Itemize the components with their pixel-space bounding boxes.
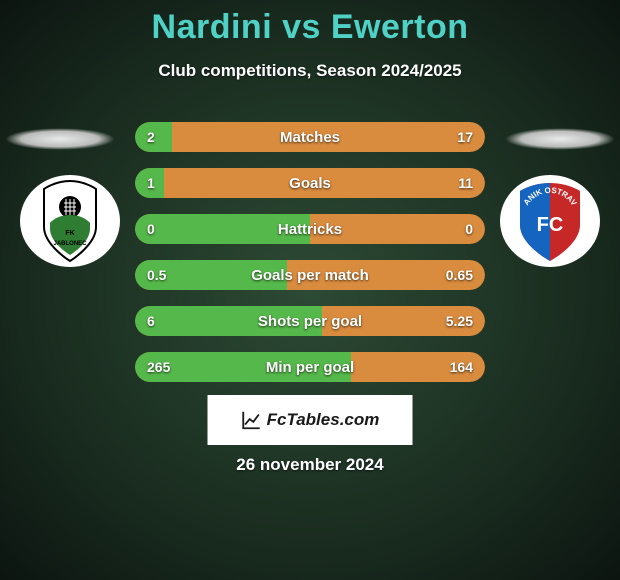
stat-row: 65.25Shots per goal xyxy=(135,306,485,336)
stat-row: 00Hattricks xyxy=(135,214,485,244)
team-crest-right: BANIK OSTRAVA FC xyxy=(500,175,600,267)
stat-label: Matches xyxy=(135,122,485,152)
stat-row: 0.50.65Goals per match xyxy=(135,260,485,290)
stat-label: Shots per goal xyxy=(135,306,485,336)
stat-row: 217Matches xyxy=(135,122,485,152)
subtitle: Club competitions, Season 2024/2025 xyxy=(0,61,620,81)
crest-shadow-right xyxy=(505,128,615,150)
banik-crest-svg: BANIK OSTRAVA FC xyxy=(500,175,600,267)
stat-row: 111Goals xyxy=(135,168,485,198)
stats-bars: 217Matches 111Goals 00Hattricks 0.50.65Goal… xyxy=(135,122,485,398)
date-label: 26 november 2024 xyxy=(0,455,620,475)
branding-text: FcTables.com xyxy=(267,410,380,430)
jablonec-crest-svg: FK JABLONEC xyxy=(20,175,120,267)
stat-label: Hattricks xyxy=(135,214,485,244)
stat-row: 265164Min per goal xyxy=(135,352,485,382)
stat-label: Min per goal xyxy=(135,352,485,382)
stat-label: Goals per match xyxy=(135,260,485,290)
svg-text:FC: FC xyxy=(537,214,564,236)
page-title: Nardini vs Ewerton xyxy=(0,0,620,47)
comparison-card: Nardini vs Ewerton Club competitions, Se… xyxy=(0,0,620,580)
team-crest-left: FK JABLONEC xyxy=(20,175,120,267)
crest-left-text: JABLONEC xyxy=(53,241,87,247)
branding-badge[interactable]: FcTables.com xyxy=(208,395,413,445)
stat-label: Goals xyxy=(135,168,485,198)
crest-shadow-left xyxy=(5,128,115,150)
chart-icon xyxy=(241,409,263,431)
svg-text:FK: FK xyxy=(65,230,74,237)
